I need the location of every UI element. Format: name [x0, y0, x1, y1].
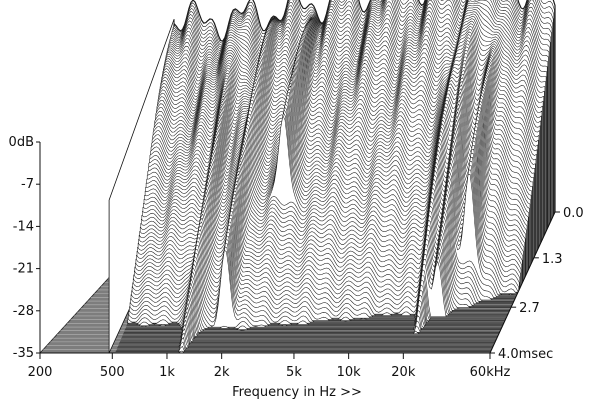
- time-tick-label: 0.0: [563, 206, 584, 221]
- x-tick-label: 60kHz: [470, 365, 511, 380]
- y-tick-label: -28: [13, 304, 34, 319]
- time-tick-label: 2.7: [519, 301, 540, 316]
- axis-ticks: 200 500 1k 2k 5k 10k 20k 60kHz 0dB -7 -14 -21 -28 -35…: [9, 135, 584, 380]
- y-tick-label: -35: [13, 346, 34, 361]
- y-tick-label: -7: [21, 177, 34, 192]
- axes: [39, 142, 556, 354]
- decay-slice: [115, 346, 491, 352]
- x-tick-label: 5k: [286, 365, 302, 380]
- decay-slice: [116, 341, 492, 351]
- x-axis-title: Frequency in Hz >>: [232, 385, 362, 400]
- time-axis-line: [489, 211, 556, 354]
- decay-slices: [115, 0, 556, 354]
- x-tick-label: 20k: [391, 365, 416, 380]
- x-tick-label: 10k: [337, 365, 362, 380]
- y-tick-label: -14: [13, 219, 34, 234]
- x-tick-label: 500: [100, 365, 125, 380]
- time-tick-label: 1.3: [542, 252, 563, 267]
- y-tick-label: 0dB: [9, 135, 34, 150]
- y-tick-label: -21: [13, 262, 34, 277]
- x-tick-label: 2k: [214, 365, 230, 380]
- time-tick-label: 4.0msec: [498, 347, 553, 362]
- x-tick-label: 1k: [159, 365, 175, 380]
- x-tick-label: 200: [28, 365, 53, 380]
